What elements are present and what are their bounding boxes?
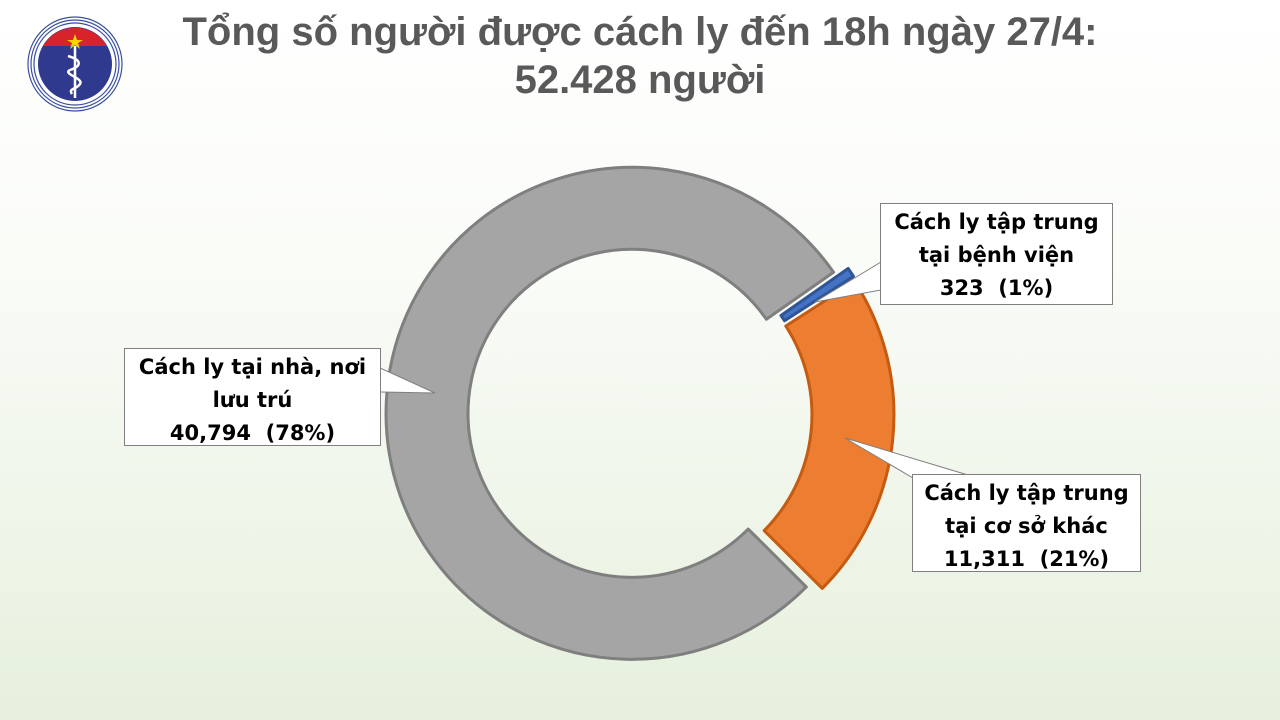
page-title: Tổng số người được cách ly đến 18h ngày … (130, 8, 1150, 104)
slice-other-facility (762, 280, 896, 590)
slice-home (384, 165, 836, 661)
callout-home: Cách ly tại nhà, nơi lưu trú 40,794 (78%… (124, 348, 381, 446)
callout-value: 40,794 (78%) (169, 421, 336, 445)
ministry-of-health-logo (22, 12, 128, 116)
callout-label: Cách ly tập trung tại cơ sở khác (924, 481, 1129, 538)
callout-hospital: Cách ly tập trung tại bệnh viện 323 (1%) (880, 203, 1113, 305)
callout-other: Cách ly tập trung tại cơ sở khác 11,311 … (912, 474, 1141, 572)
callout-value: 11,311 (21%) (943, 547, 1110, 571)
callout-value: 323 (1%) (939, 276, 1054, 300)
callout-label: Cách ly tập trung tại bệnh viện (894, 210, 1099, 267)
title-line-2: 52.428 người (514, 58, 766, 102)
title-line-1: Tổng số người được cách ly đến 18h ngày … (182, 10, 1098, 54)
slice-hospital (779, 266, 855, 323)
callout-label: Cách ly tại nhà, nơi lưu trú (138, 355, 367, 412)
